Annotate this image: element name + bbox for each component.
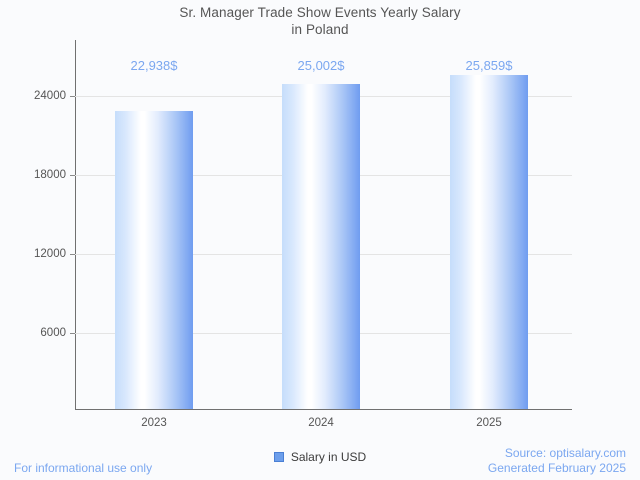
chart-title-line-1: Sr. Manager Trade Show Events Yearly Sal… xyxy=(179,5,461,20)
footer-disclaimer: For informational use only xyxy=(14,461,153,475)
y-axis-line xyxy=(75,40,76,410)
chart-title-line-2: in Poland xyxy=(291,22,349,37)
value-label-2023: 22,938$ xyxy=(130,58,178,73)
footer-source-block: Source: optisalary.com Generated Februar… xyxy=(488,446,626,476)
footer-generated: Generated February 2025 xyxy=(487,461,626,475)
x-axis-line xyxy=(75,409,572,410)
y-tick-label-12000: 12000 xyxy=(34,248,66,260)
chart-title: Sr. Manager Trade Show Events Yearly Sal… xyxy=(0,4,640,38)
x-tick-label-2025: 2025 xyxy=(476,417,502,429)
legend-label-salary-in-usd: Salary in USD xyxy=(290,450,367,464)
x-tick-label-2023: 2023 xyxy=(141,417,167,429)
plot-area: 6000 12000 18000 24000 xyxy=(34,40,572,409)
bar-2023[interactable] xyxy=(115,111,193,409)
footer-source: Source: optisalary.com xyxy=(504,446,626,460)
y-tick-label-24000: 24000 xyxy=(34,90,66,102)
y-tick-label-18000: 18000 xyxy=(34,169,66,181)
y-tick-mark-6000 xyxy=(70,333,75,334)
y-tick-mark-12000 xyxy=(70,254,75,255)
value-label-2025: 25,859$ xyxy=(465,58,513,73)
y-tick-label-6000: 6000 xyxy=(40,327,66,339)
y-tick-mark-18000 xyxy=(70,175,75,176)
legend-swatch-icon xyxy=(273,452,284,462)
chart-legend: Salary in USD xyxy=(0,450,640,464)
x-tick-label-2024: 2024 xyxy=(308,417,334,429)
y-tick-mark-24000 xyxy=(70,96,75,97)
bar-2025[interactable] xyxy=(450,75,528,409)
value-label-2024: 25,002$ xyxy=(297,58,345,73)
bar-2024[interactable] xyxy=(282,84,360,409)
